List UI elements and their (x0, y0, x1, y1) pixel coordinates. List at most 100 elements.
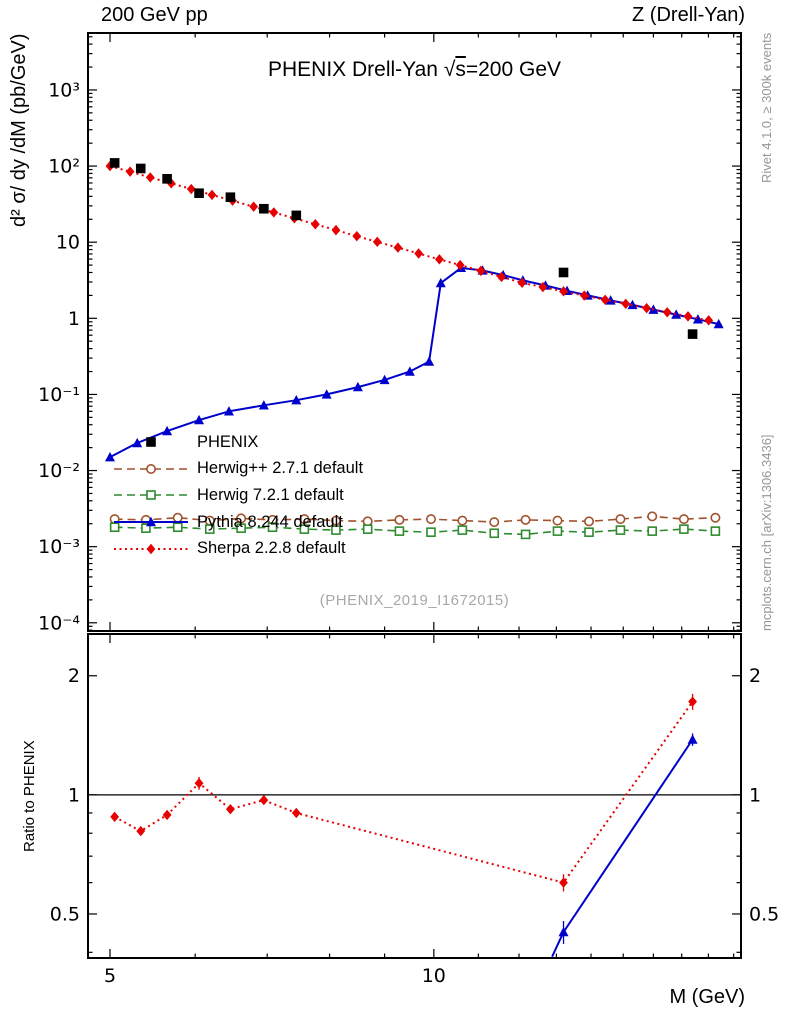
open-circle-marker (678, 514, 689, 525)
filled-triangle-marker (146, 516, 156, 527)
filled-triangle-marker (223, 406, 234, 416)
filled-diamond-marker (125, 166, 135, 177)
open-circle-marker (647, 511, 658, 522)
open-square-marker (489, 528, 500, 539)
legend-label: Sherpa 2.2.8 default (197, 539, 346, 558)
series-herwig7 (109, 522, 721, 540)
legend-item-pythia: Pythia 8.244 default (112, 510, 343, 534)
legend-item-phenix: PHENIX (112, 430, 258, 454)
open-circle-marker (426, 514, 437, 525)
legend-marker-herwigpp (114, 463, 188, 474)
plot-title-prefix: PHENIX Drell-Yan (267, 58, 444, 81)
y-axis-ticks-main (88, 36, 741, 631)
x-axis-title: M (GeV) (669, 986, 745, 1008)
legend-item-herwig7: Herwig 7.2.1 default (112, 483, 344, 507)
open-square-marker (299, 524, 310, 534)
ratio-axis-title: Ratio to PHENIX (21, 740, 38, 852)
y-tick-label: 10 (56, 232, 80, 254)
filled-diamond-marker (579, 290, 589, 301)
series-line-sherpa-ratio (114, 701, 694, 884)
open-square-marker (552, 526, 563, 536)
open-square-marker (141, 523, 151, 533)
open-square-marker (267, 522, 278, 533)
filled-square-marker (291, 210, 302, 221)
filled-diamond-marker (476, 265, 486, 277)
filled-triangle-marker (404, 366, 415, 376)
filled-diamond-marker (291, 807, 301, 819)
open-circle-marker (145, 463, 156, 474)
series-phenix (109, 158, 698, 339)
legend: PHENIX Herwig++ 2.7.1 default Herwig 7.2.1… (112, 430, 412, 565)
open-circle-marker (236, 513, 247, 524)
tick-labels: 10³ 10² 10 1 10⁻¹ 10⁻² 10⁻³ 10⁻⁴ 2 2 1 1 0.5 0.5 5 10 (38, 79, 779, 987)
open-circle-marker (394, 514, 405, 525)
filled-diamond-marker (600, 294, 610, 306)
open-square-marker (394, 526, 405, 536)
filled-diamond-marker (269, 207, 279, 218)
filled-diamond-marker (145, 172, 155, 183)
filled-triangle-marker (687, 734, 698, 744)
filled-diamond-marker (352, 230, 362, 242)
open-square-marker (457, 525, 468, 535)
filled-diamond-marker (207, 189, 217, 201)
filled-diamond-marker (688, 696, 697, 707)
filled-diamond-marker (310, 219, 320, 230)
legend-label: Pythia 8.244 default (197, 512, 343, 531)
analysis-id-watermark: (PHENIX_2019_I1672015) (319, 592, 510, 609)
y-tick-label: 10² (48, 156, 80, 178)
open-square-marker (109, 522, 120, 533)
filled-diamond-marker (662, 307, 672, 318)
open-square-marker (146, 490, 156, 501)
open-square-marker (584, 527, 594, 537)
filled-triangle-marker (692, 314, 703, 324)
filled-triangle-marker (424, 356, 435, 366)
open-circle-marker (520, 514, 531, 525)
filled-square-marker (109, 158, 120, 168)
open-circle-marker (552, 515, 563, 526)
open-circle-marker (710, 512, 721, 523)
filled-diamond-marker (186, 183, 196, 195)
open-square-marker (647, 526, 658, 536)
filled-triangle-marker (132, 437, 143, 448)
filled-square-marker (687, 329, 698, 339)
sqrt-symbol: √ (443, 58, 456, 81)
open-square-marker (426, 527, 436, 537)
plot-title-suffix: =200 GeV (465, 58, 561, 81)
main-panel-frame (87, 32, 742, 632)
filled-diamond-marker (331, 224, 341, 236)
open-square-marker (520, 529, 531, 540)
ratio-tick-label-left: 1 (68, 784, 80, 806)
x-tick-label: 10 (422, 965, 446, 987)
filled-diamond-marker (136, 825, 146, 837)
legend-marker-sherpa (114, 543, 188, 554)
y-tick-label: 1 (68, 308, 80, 330)
filled-triangle-marker (321, 389, 332, 399)
legend-label: PHENIX (197, 432, 259, 451)
legend-marker-herwig7 (114, 490, 188, 501)
series-sherpa (105, 160, 714, 326)
ratio-tick-label-right: 1 (749, 784, 761, 806)
y-tick-label: 10⁻⁴ (38, 612, 80, 634)
filled-triangle-marker (291, 394, 302, 405)
open-square-marker (615, 525, 626, 535)
legend-label: Herwig++ 2.7.1 default (197, 459, 364, 478)
filled-diamond-marker (683, 311, 693, 322)
filled-diamond-marker (517, 277, 527, 288)
filled-diamond-marker (226, 803, 235, 815)
ratio-tick-label-left: 0.5 (50, 903, 80, 925)
filled-square-marker (558, 267, 569, 278)
open-circle-marker (457, 515, 468, 526)
filled-square-marker (259, 203, 269, 214)
filled-diamond-marker (559, 877, 568, 888)
series-pythia-ratio (551, 733, 698, 958)
beam-energy-label: 200 GeV pp (101, 4, 208, 26)
filled-square-marker (225, 192, 236, 202)
filled-diamond-marker (704, 315, 714, 326)
ratio-tick-label-left: 2 (68, 665, 80, 687)
filled-diamond-marker (434, 254, 444, 265)
legend-item-herwigpp: Herwig++ 2.7.1 default (112, 457, 363, 481)
filled-diamond-marker (497, 271, 506, 283)
filled-triangle-marker (258, 400, 269, 410)
filled-diamond-marker (642, 302, 652, 314)
legend-marker-phenix (146, 437, 156, 447)
